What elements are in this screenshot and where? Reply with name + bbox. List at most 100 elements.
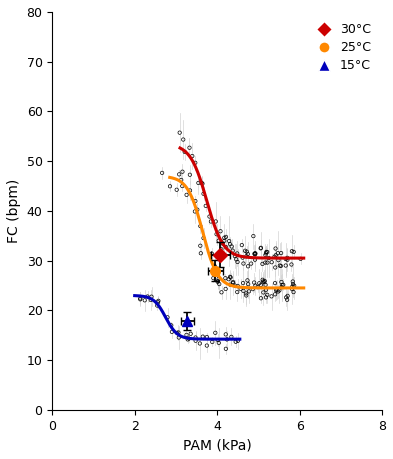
Point [192,208,198,215]
Point [245,263,251,270]
Point [275,250,281,257]
Point [246,288,252,295]
Point [209,338,215,346]
Point [240,260,246,267]
Point [176,129,183,136]
Point [289,283,296,290]
Point [283,262,289,269]
Point [193,337,199,344]
Point [218,246,224,253]
Point [227,241,233,248]
Point [264,248,270,256]
Point [273,287,279,294]
Point [144,293,151,300]
Point [208,218,214,225]
Point [244,277,251,284]
Point [176,171,182,178]
Point [186,144,193,151]
Point [230,278,236,285]
Point [257,245,264,252]
Point [230,279,236,286]
Point [243,252,250,260]
Point [259,276,266,284]
Point [226,237,232,245]
Point [186,335,192,342]
Point [227,281,233,288]
Point [276,287,283,294]
Point [244,248,250,255]
Point [233,338,239,345]
Point [137,296,143,303]
Point [290,278,296,285]
Point [174,186,180,193]
Point [290,248,297,256]
Point [245,250,251,257]
Point [228,274,234,281]
Point [273,252,279,259]
Point [164,313,171,321]
Point [178,176,184,184]
Point [224,336,230,343]
Point [239,254,246,261]
Point [235,337,241,345]
Point [272,291,278,298]
Point [263,294,269,301]
Point [167,183,173,190]
Point [278,262,284,269]
Point [200,235,207,242]
Point [233,256,239,263]
Point [275,288,281,295]
Point [182,148,188,156]
Point [222,285,229,292]
Point [169,328,175,336]
Point [234,258,241,266]
Point [221,237,228,245]
Point [221,234,228,241]
Point [219,289,225,296]
Point [251,279,257,286]
Point [223,233,229,241]
Point [211,262,218,269]
Point [230,247,236,254]
Point [206,213,213,220]
Point [185,336,191,343]
Point [209,250,215,257]
Point [263,248,270,256]
Point [243,290,249,297]
Point [226,275,232,283]
Point [217,228,224,235]
Point [272,245,279,252]
Y-axis label: FC (bpm): FC (bpm) [7,179,21,243]
Point [199,180,206,187]
Point [198,179,205,186]
Point [192,197,198,205]
Point [228,243,235,250]
Point [251,250,257,257]
Point [248,260,254,267]
Point [227,273,233,280]
Point [228,333,235,341]
Point [168,322,174,329]
Point [259,260,266,268]
Point [213,218,219,225]
Point [197,340,203,347]
Point [198,250,204,257]
Point [279,281,285,289]
Point [234,250,241,257]
Point [211,266,218,273]
Point [200,190,207,197]
Point [250,285,256,293]
Point [176,334,182,341]
Point [240,280,246,287]
Point [263,250,269,257]
Point [285,292,291,300]
Point [268,293,275,300]
Point [272,280,278,287]
Point [284,296,290,303]
Point [235,283,241,290]
Point [289,247,295,255]
Point [288,261,295,268]
Point [263,281,269,289]
Point [184,191,190,199]
Point [264,259,270,266]
